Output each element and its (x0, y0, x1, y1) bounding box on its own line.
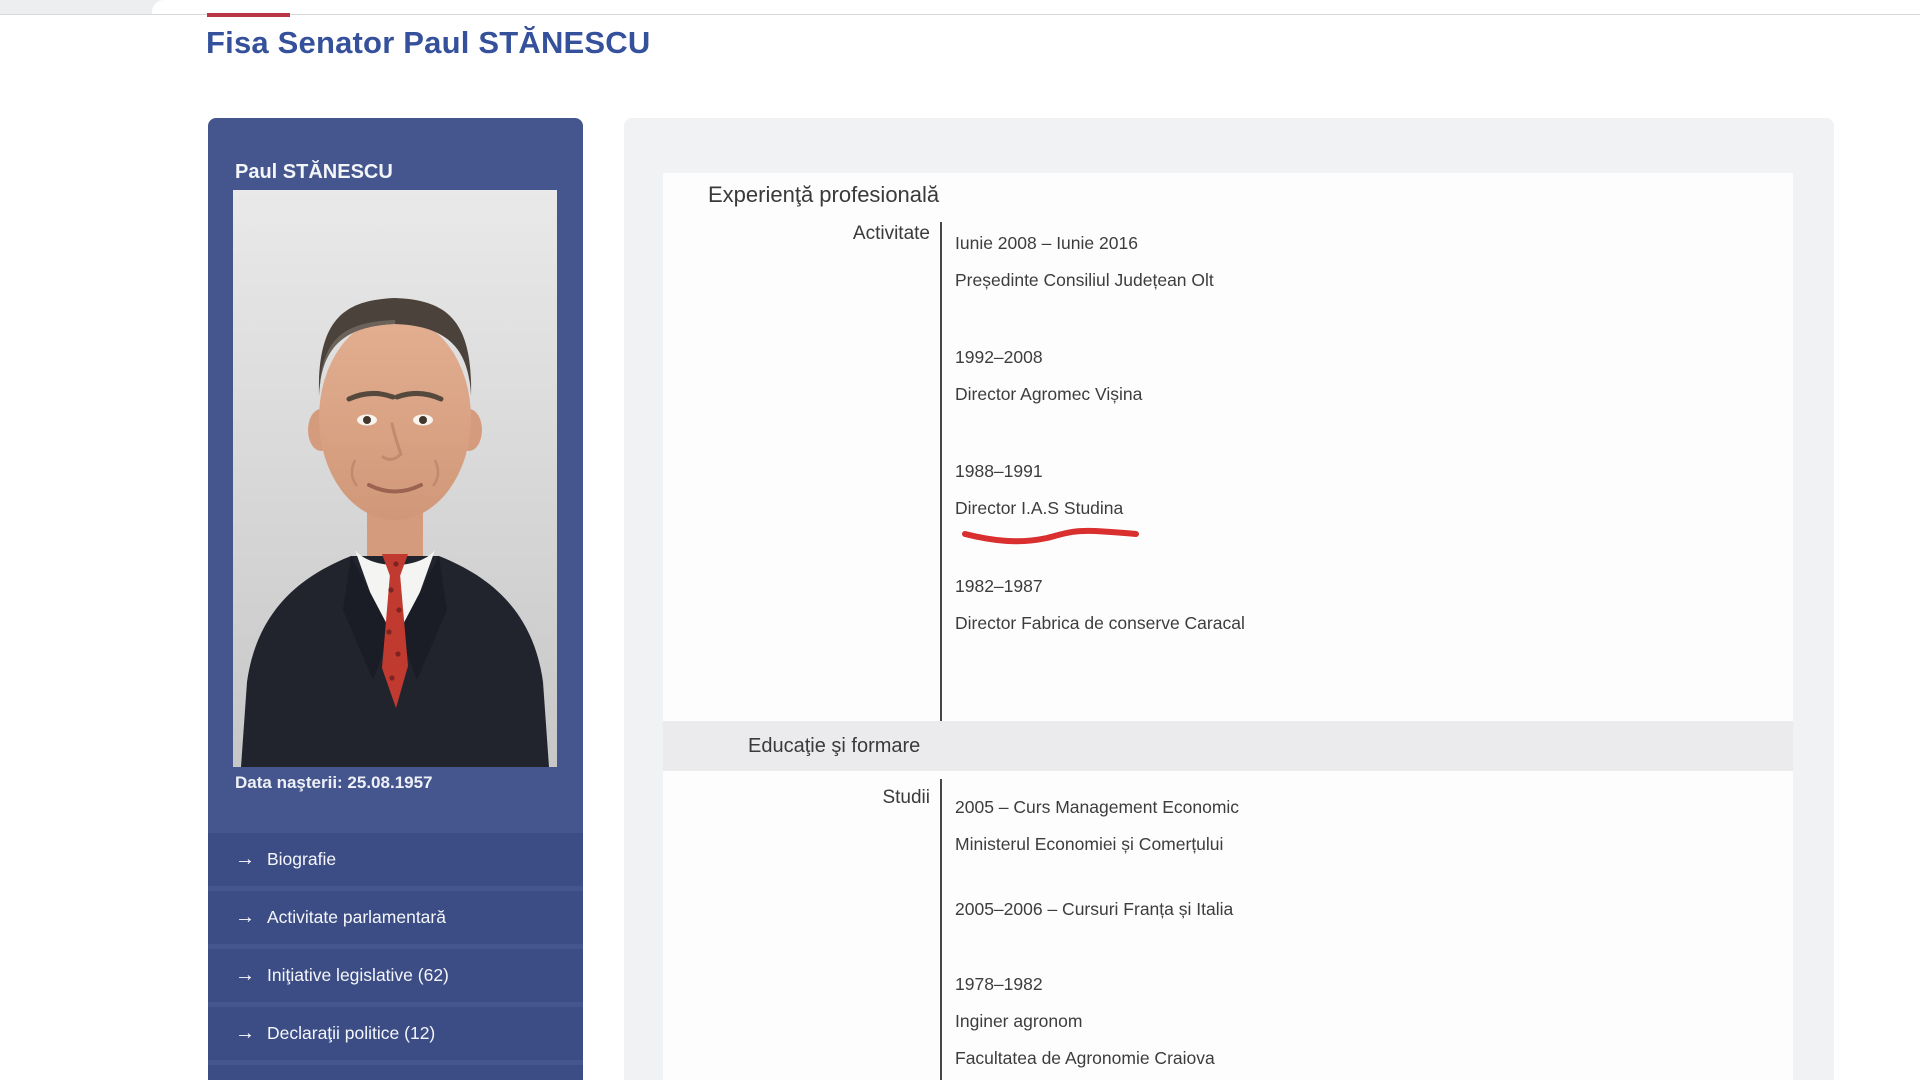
experience-entry: 1988–1991 Director I.A.S Studina (955, 453, 1123, 527)
experience-section: Experienţă profesională Activitate Iunie… (663, 173, 1793, 721)
education-entry: 1978–1982 Inginer agronom Facultatea de … (955, 966, 1215, 1077)
header-divider (0, 14, 1920, 15)
education-section-header: Educaţie şi formare (663, 721, 1793, 771)
sidebar-item-activitate-parlamentara[interactable]: → Activitate parlamentară (208, 891, 583, 944)
sidebar-item-declaratii-politice[interactable]: → Declaraţii politice (12) (208, 1007, 583, 1060)
entry-line: Facultatea de Agronomie Craiova (955, 1048, 1215, 1068)
entry-period: 1982–1987 (955, 576, 1043, 596)
entry-line: 2005–2006 – Cursuri Franța și Italia (955, 899, 1234, 919)
red-underline-annotation (962, 527, 1139, 545)
experience-title: Experienţă profesională (708, 182, 940, 207)
arrow-right-icon: → (235, 848, 255, 870)
active-tab-indicator (207, 13, 290, 17)
senator-sidebar: Paul STĂNESCU (208, 118, 583, 1080)
content-tab-shape (152, 0, 1920, 14)
education-row-label: Studii (882, 787, 930, 808)
education-section: Studii 2005 – Curs Management Economic M… (663, 771, 1793, 1080)
education-title: Educaţie şi formare (748, 734, 921, 757)
arrow-right-icon: → (235, 1022, 255, 1044)
sidebar-item-label: Iniţiative legislative (62) (267, 965, 449, 985)
experience-row-label: Activitate (852, 223, 930, 244)
entry-role: Director Fabrica de conserve Caracal (955, 613, 1245, 633)
entry-period: Iunie 2008 – Iunie 2016 (955, 233, 1138, 253)
birth-date: Data naşterii: 25.08.1957 (235, 773, 433, 792)
sidebar-item-biografie[interactable]: → Biografie (208, 833, 583, 886)
entry-role: Director I.A.S Studina (955, 498, 1124, 518)
experience-entry: 1982–1987 Director Fabrica de conserve C… (955, 568, 1245, 642)
experience-entry: 1992–2008 Director Agromec Vișina (955, 339, 1142, 413)
sidebar-item-intrebari-interpelari[interactable]: → Întrebări şi interpelări (208, 1065, 583, 1080)
sidebar-item-label: Activitate parlamentară (267, 907, 446, 927)
entry-role: Președinte Consiliul Județean Olt (955, 270, 1214, 290)
entry-line: Ministerul Economiei și Comerțului (955, 834, 1224, 854)
entry-role: Director Agromec Vișina (955, 384, 1143, 404)
column-divider-line (940, 779, 942, 1080)
page-title: Fisa Senator Paul STĂNESCU (206, 25, 651, 60)
arrow-right-icon: → (235, 964, 255, 986)
education-entry: 2005 – Curs Management Economic Minister… (955, 789, 1239, 863)
sidebar-item-initiative-legislative[interactable]: → Iniţiative legislative (62) (208, 949, 583, 1002)
education-entry: 2005–2006 – Cursuri Franța și Italia (955, 891, 1233, 928)
entry-line: 2005 – Curs Management Economic (955, 797, 1240, 817)
senator-name: Paul STĂNESCU (235, 161, 393, 183)
profile-main-panel: Experienţă profesională Activitate Iunie… (624, 118, 1834, 1080)
arrow-right-icon: → (235, 906, 255, 928)
senator-portrait-photo (233, 190, 557, 767)
entry-period: 1992–2008 (955, 347, 1043, 367)
entry-period: 1988–1991 (955, 461, 1043, 481)
entry-line: 1978–1982 (955, 974, 1043, 994)
sidebar-item-label: Declaraţii politice (12) (267, 1023, 436, 1043)
column-divider-line (940, 222, 942, 721)
entry-line: Inginer agronom (955, 1011, 1083, 1031)
experience-entry: Iunie 2008 – Iunie 2016 Președinte Consi… (955, 225, 1214, 299)
sidebar-item-label: Biografie (267, 849, 337, 869)
